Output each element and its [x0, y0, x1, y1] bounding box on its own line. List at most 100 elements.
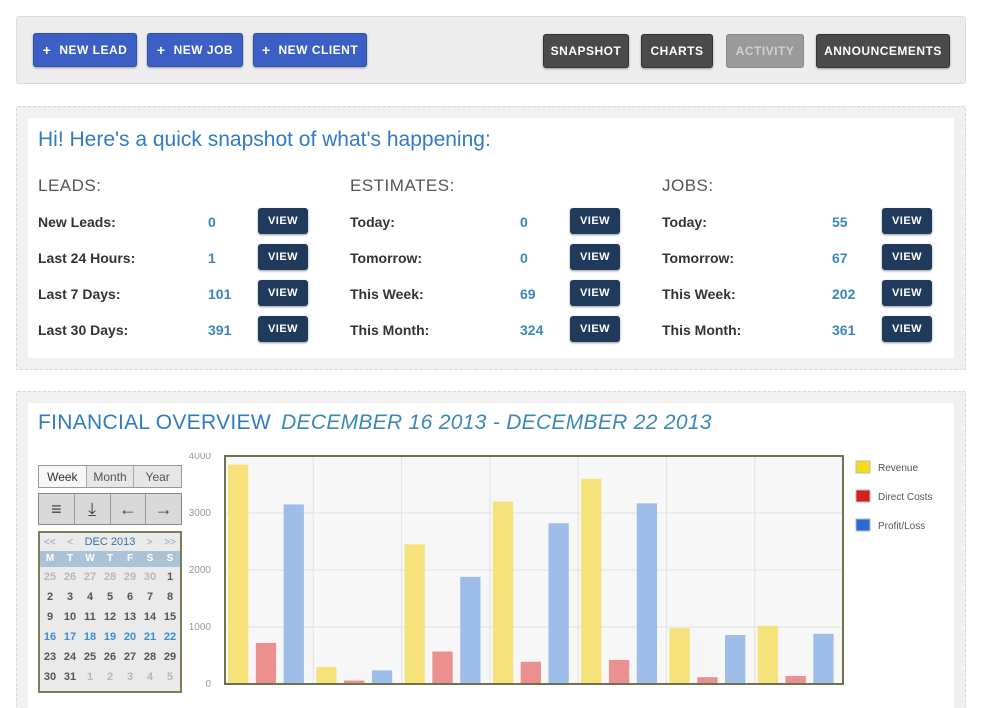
new-lead-button[interactable]: + NEW LEAD [33, 33, 137, 67]
calendar-day[interactable]: 31 [63, 671, 77, 683]
calendar-day[interactable]: 7 [146, 591, 154, 603]
bar-profit-loss [725, 634, 746, 684]
weekday-label: S [166, 553, 174, 564]
view-button[interactable]: VIEW [882, 280, 932, 306]
tab-year[interactable]: Year [133, 466, 182, 487]
view-button[interactable]: VIEW [570, 244, 620, 270]
new-job-button[interactable]: + NEW JOB [147, 33, 243, 67]
calendar-day[interactable]: 26 [63, 571, 77, 583]
prev-year-button[interactable]: << [44, 536, 56, 548]
tab-month[interactable]: Month [85, 466, 134, 487]
legend-swatch [855, 460, 871, 474]
bar-profit-loss [636, 503, 658, 684]
calendar-day[interactable]: 2 [46, 591, 54, 603]
bar-direct-costs [785, 676, 806, 684]
activity-button[interactable]: ACTIVITY [726, 34, 804, 68]
view-button[interactable]: VIEW [570, 208, 620, 234]
calendar-day[interactable]: 23 [43, 651, 57, 663]
calendar-day[interactable]: 4 [86, 591, 94, 603]
next-month-button[interactable]: > [146, 536, 153, 548]
view-button[interactable]: VIEW [882, 208, 932, 234]
calendar-day[interactable]: 9 [46, 611, 54, 623]
new-client-label: NEW CLIENT [278, 43, 359, 57]
view-button[interactable]: VIEW [258, 316, 308, 342]
calendar-day[interactable]: 4 [146, 671, 154, 683]
view-button[interactable]: VIEW [882, 244, 932, 270]
calendar-day[interactable]: 21 [143, 631, 157, 643]
calendar-day[interactable]: 25 [83, 651, 97, 663]
calendar-day[interactable]: 27 [123, 651, 137, 663]
view-button[interactable]: VIEW [258, 208, 308, 234]
calendar-day[interactable]: 26 [103, 651, 117, 663]
new-client-button[interactable]: + NEW CLIENT [253, 33, 367, 67]
charts-button[interactable]: CHARTS [641, 34, 713, 68]
calendar-day[interactable]: 17 [63, 631, 77, 643]
calendar-day[interactable]: 30 [43, 671, 57, 683]
tab-week[interactable]: Week [39, 466, 86, 487]
calendar-day[interactable]: 28 [103, 571, 117, 583]
y-tick-label: 1000 [189, 622, 212, 633]
bar-revenue [228, 464, 249, 684]
calendar-day[interactable]: 19 [103, 631, 117, 643]
calendar-day[interactable]: 28 [143, 651, 157, 663]
bar-direct-costs [697, 677, 718, 684]
bar-revenue [404, 544, 425, 684]
bar-direct-costs [520, 661, 541, 684]
calendar-day[interactable]: 2 [106, 671, 114, 683]
arrow-right-icon[interactable]: → [145, 494, 181, 524]
arrow-left-icon[interactable]: ← [109, 494, 146, 524]
snapshot-title: Hi! Here's a quick snapshot of what's ha… [38, 128, 491, 151]
calendar-day[interactable]: 1 [86, 671, 94, 683]
calendar-day[interactable]: 22 [163, 631, 177, 643]
snapshot-button[interactable]: SNAPSHOT [543, 34, 629, 68]
view-button[interactable]: VIEW [258, 280, 308, 306]
weekday-label: W [85, 553, 95, 564]
calendar-day[interactable]: 3 [66, 591, 74, 603]
bar-revenue [581, 478, 602, 684]
calendar-day[interactable]: 27 [83, 571, 97, 583]
calendar-day[interactable]: 12 [103, 611, 117, 623]
calendar-day[interactable]: 30 [143, 571, 157, 583]
prev-month-button[interactable]: < [67, 536, 74, 548]
calendar-day[interactable]: 6 [126, 591, 134, 603]
calendar-day[interactable]: 5 [166, 671, 174, 683]
calendar-day[interactable]: 25 [43, 571, 57, 583]
stat-value: 324 [520, 322, 544, 338]
calendar-day[interactable]: 29 [123, 571, 137, 583]
stat-value: 361 [832, 322, 856, 338]
calendar-day[interactable]: 24 [63, 651, 77, 663]
calendar-day[interactable]: 13 [123, 611, 137, 623]
view-button[interactable]: VIEW [258, 244, 308, 270]
bar-direct-costs [608, 660, 630, 684]
bar-direct-costs [432, 651, 453, 684]
stat-label: This Month: [662, 322, 742, 338]
announcements-button[interactable]: ANNOUNCEMENTS [816, 34, 950, 68]
weekday-label: T [106, 553, 114, 564]
menu-icon[interactable]: ≡ [39, 494, 74, 524]
calendar-day[interactable]: 1 [166, 571, 174, 583]
weekday-label: F [126, 553, 134, 564]
calendar-day[interactable]: 8 [166, 591, 174, 603]
download-icon[interactable]: ⤓ [73, 494, 110, 524]
calendar-day[interactable]: 10 [63, 611, 77, 623]
bar-revenue [492, 501, 514, 684]
calendar-day[interactable]: 3 [126, 671, 134, 683]
calendar-days: 25 26 27 28 29 30 1 2 3 4 5 6 7 8 9 10 11 12 13 14 15 16 17 18 1… [40, 567, 180, 687]
calendar-day[interactable]: 20 [123, 631, 137, 643]
plus-icon: + [42, 42, 52, 58]
calendar-day[interactable]: 18 [83, 631, 97, 643]
view-button[interactable]: VIEW [570, 280, 620, 306]
calendar-day[interactable]: 29 [163, 651, 177, 663]
calendar-day[interactable]: 14 [143, 611, 157, 623]
view-button[interactable]: VIEW [882, 316, 932, 342]
financial-bar-chart: 0 1000 2000 3000 4000 Revenue Direct Costs Prof… [189, 451, 933, 690]
bar-profit-loss [813, 633, 834, 684]
calendar-day[interactable]: 15 [163, 611, 177, 623]
stat-label: Last 7 Days: [38, 286, 121, 302]
calendar-day[interactable]: 16 [43, 631, 57, 643]
calendar-day[interactable]: 5 [106, 591, 114, 603]
new-lead-label: NEW LEAD [59, 43, 128, 57]
view-button[interactable]: VIEW [570, 316, 620, 342]
calendar-day[interactable]: 11 [84, 611, 96, 623]
next-year-button[interactable]: >> [164, 536, 176, 548]
